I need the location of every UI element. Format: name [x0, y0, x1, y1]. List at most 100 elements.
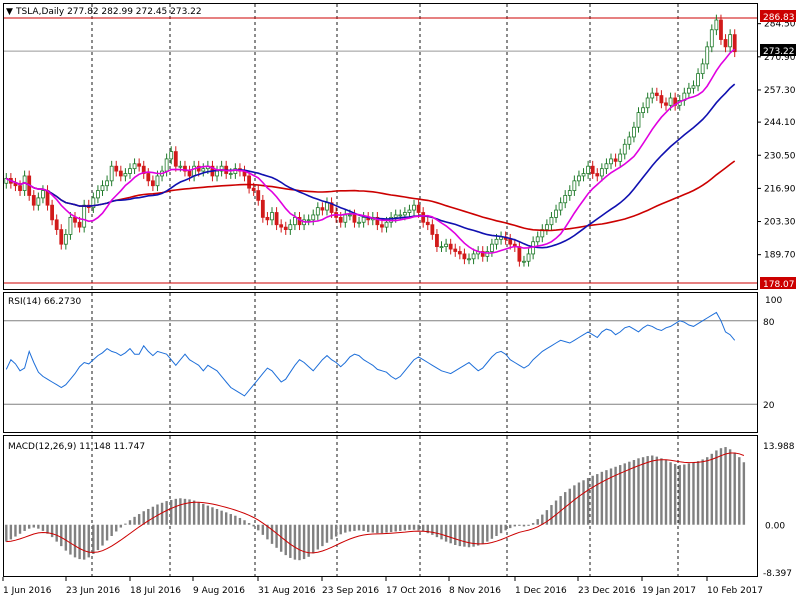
macd-bar [421, 524, 425, 532]
macd-bar [541, 514, 544, 525]
candle-down [260, 199, 265, 218]
macd-pane: MACD(12,26,9) 11.148 11.747 13.988 0.00 … [3, 435, 795, 579]
candle-up [315, 207, 320, 216]
macd-bar [142, 511, 145, 525]
candle-up [471, 253, 476, 260]
candle-down [723, 39, 728, 48]
candle-up [494, 238, 499, 245]
macd-bar [683, 464, 686, 525]
candle-up [4, 177, 9, 184]
macd-bar [133, 516, 136, 525]
macd-bar [50, 524, 54, 538]
macd-bar [165, 501, 168, 525]
macd-bar [266, 524, 269, 540]
macd-bar [582, 480, 585, 525]
candle-up [306, 219, 311, 222]
candles-group [4, 14, 737, 267]
macd-bar [307, 524, 310, 557]
candle-up [618, 153, 623, 162]
candle-up [68, 216, 73, 235]
price-axis: 284.50 270.90 257.30 244.10 230.50 216.90 203.… [757, 20, 796, 261]
time-tick-label: 23 Jun 2016 [66, 586, 120, 596]
candle-up [627, 136, 632, 145]
price-tick-label: 244.10 [764, 118, 796, 128]
macd-bar [151, 506, 155, 525]
macd-bar [9, 524, 13, 540]
macd-bar [605, 470, 608, 525]
candle-up [407, 209, 412, 213]
candle-up [128, 168, 132, 174]
macd-bar [147, 508, 150, 525]
candle-up [691, 85, 696, 89]
candle-up [728, 34, 733, 48]
candle-up [581, 173, 586, 177]
macd-bar [531, 523, 535, 525]
macd-bar [628, 461, 631, 525]
dropdown-arrow-icon[interactable]: ▼ [6, 7, 13, 17]
macd-bar [37, 524, 40, 529]
macd-bar [334, 524, 338, 537]
candle-up [645, 97, 650, 109]
candle-up [109, 165, 114, 182]
macd-bar [284, 524, 287, 556]
macd-bar [344, 524, 347, 533]
macd-bar [449, 524, 452, 544]
macd-bar [385, 524, 388, 533]
candle-up [91, 197, 96, 209]
candle-up [393, 214, 398, 218]
macd-bar [252, 524, 255, 527]
macd-bar [362, 524, 365, 531]
candle-down [421, 212, 426, 223]
macd-bar [440, 524, 443, 540]
macd-histogram [5, 447, 746, 561]
rsi-pane-frame [3, 292, 758, 433]
macd-bar [431, 524, 434, 535]
candle-up [201, 168, 206, 172]
macd-bar [156, 504, 159, 525]
macd-bar [481, 524, 484, 544]
time-tick-label: 1 Dec 2016 [515, 586, 567, 596]
macd-bar [710, 453, 714, 525]
macd-bar [69, 524, 72, 555]
price-tick-label: 270.90 [764, 53, 796, 63]
candle-down [141, 165, 146, 174]
candle-up [549, 216, 554, 226]
macd-bar [692, 462, 695, 525]
macd-zero-tick: 0.00 [765, 522, 785, 532]
candle-down [590, 165, 595, 174]
candle-up [293, 216, 297, 226]
candle-down [251, 187, 256, 191]
macd-bar [486, 524, 489, 542]
candle-down [654, 92, 659, 96]
candle-up [325, 202, 329, 211]
macd-bar [632, 460, 636, 525]
candle-up [412, 204, 416, 211]
macd-bar [458, 524, 462, 547]
macd-bar [321, 524, 324, 547]
candle-up [82, 204, 87, 228]
price-pane: ▼ TSLA,Daily 277.82 282.99 272.45 273.22… [3, 3, 796, 290]
candle-up [563, 195, 568, 204]
macd-bar [490, 524, 494, 539]
price-tick-label: 189.70 [764, 251, 796, 261]
candle-down [719, 19, 723, 40]
time-tick-label: 19 Jan 2017 [642, 586, 696, 596]
time-tick-label: 9 Aug 2016 [193, 586, 245, 596]
macd-bar [197, 502, 200, 525]
candle-up [100, 185, 105, 191]
candle-up [164, 158, 169, 172]
candle-down [659, 95, 664, 104]
candle-up [650, 92, 655, 99]
candle-up [544, 224, 549, 230]
macd-bar [312, 524, 315, 554]
macd-bar [247, 523, 251, 525]
macd-bar [495, 524, 498, 536]
macd-bar [60, 524, 63, 547]
macd-bar [509, 524, 512, 529]
candle-up [219, 165, 224, 172]
macd-bar [357, 524, 361, 531]
macd-bar [105, 524, 109, 541]
macd-bar [367, 524, 370, 533]
macd-bar [73, 524, 77, 558]
macd-bar [623, 463, 626, 525]
